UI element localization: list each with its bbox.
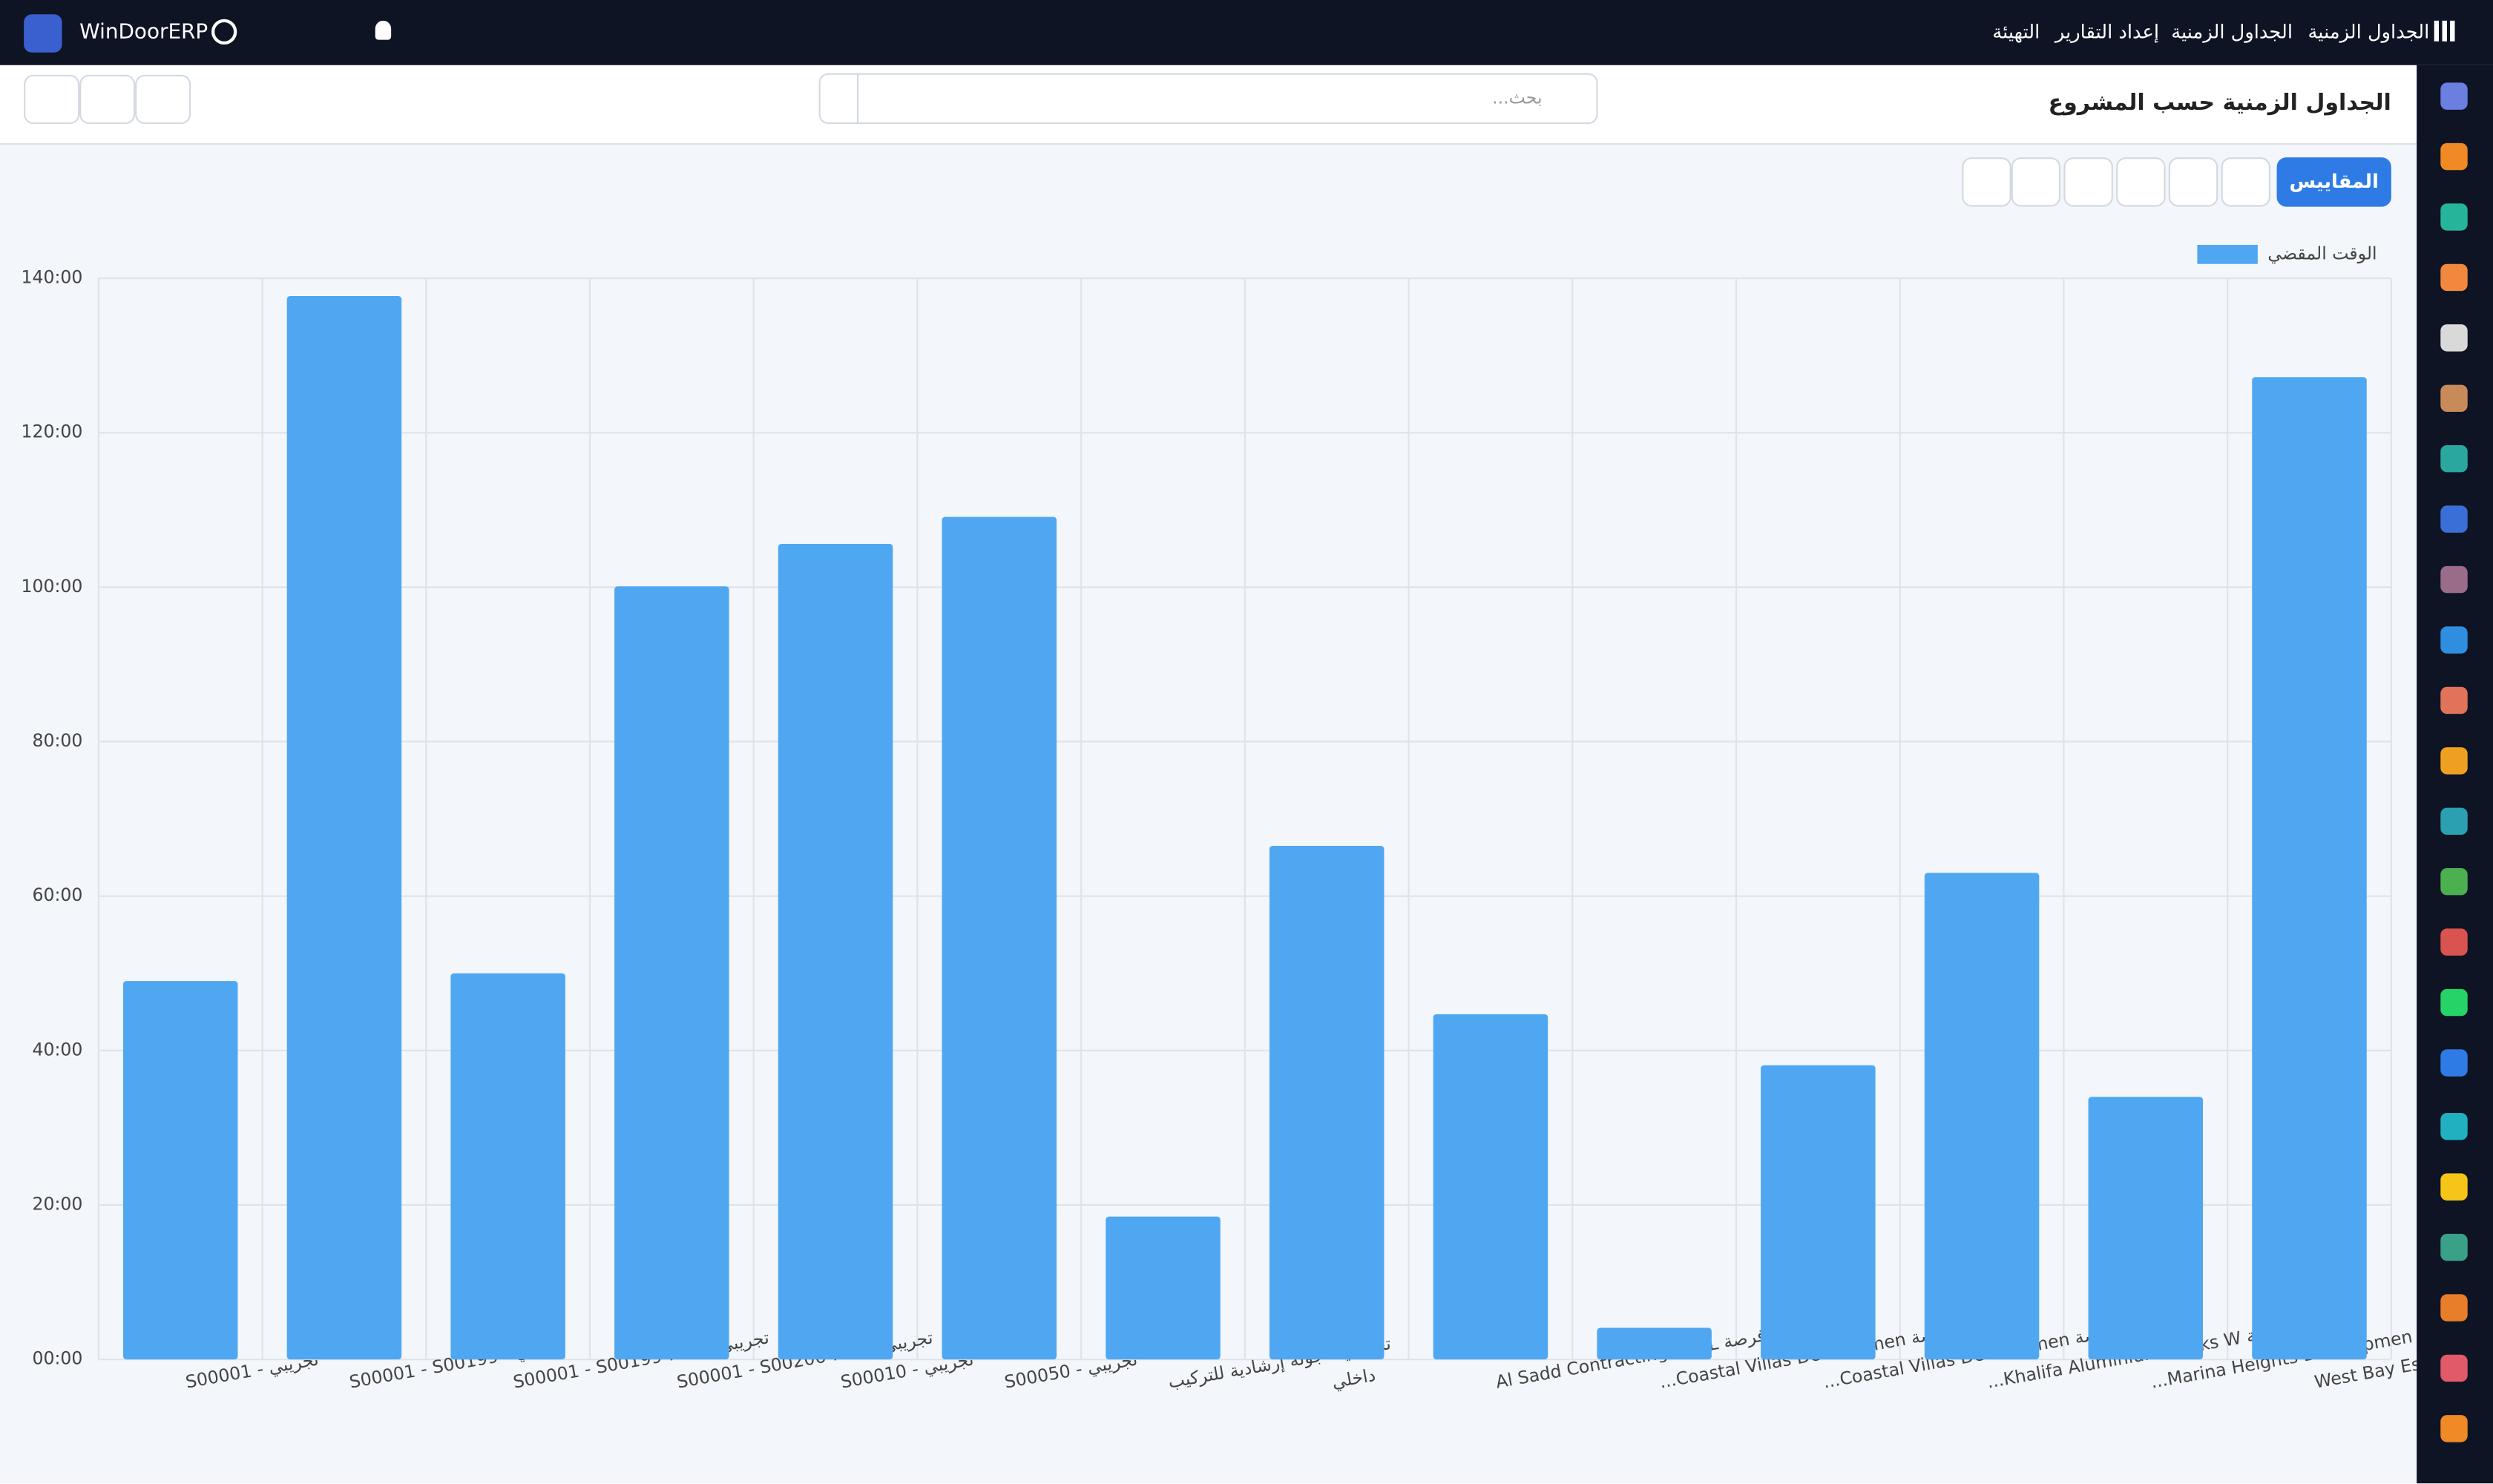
app-icon[interactable] xyxy=(2440,324,2468,352)
app-icon[interactable] xyxy=(2440,445,2468,473)
bar xyxy=(1924,873,2040,1360)
app-icon[interactable] xyxy=(2440,868,2468,896)
app-icon[interactable] xyxy=(2440,505,2468,533)
search-placeholder: بحث... xyxy=(1492,87,1543,108)
bar xyxy=(614,586,729,1360)
legend-swatch xyxy=(2197,245,2258,264)
app-icon[interactable] xyxy=(2440,747,2468,775)
bar xyxy=(122,981,238,1360)
y-tick-label: 60:00 xyxy=(33,884,83,905)
pie-chart-button[interactable] xyxy=(2116,157,2166,207)
page-title: الجداول الزمنية حسب المشروع xyxy=(2048,91,2391,116)
y-tick-label: 20:00 xyxy=(33,1193,83,1214)
y-tick-label: 00:00 xyxy=(33,1348,83,1369)
app-icon[interactable] xyxy=(2440,1294,2468,1322)
app-icon[interactable] xyxy=(2440,1233,2468,1261)
x-tick-label: داخلي xyxy=(1330,1365,1377,1393)
app-icon[interactable] xyxy=(2440,928,2468,956)
bar xyxy=(286,295,402,1360)
y-tick-label: 100:00 xyxy=(22,576,83,597)
bar xyxy=(942,516,1057,1360)
sort-desc-button[interactable] xyxy=(2011,157,2061,207)
navbar: WinDoorERP الجداول الزمنية الجداول الزمن… xyxy=(0,0,2493,65)
control-panel: بحث... الجداول الزمنية حسب المشروع xyxy=(0,65,2417,145)
logo[interactable] xyxy=(24,14,62,53)
app-icon[interactable] xyxy=(2440,686,2468,715)
line-chart-button[interactable] xyxy=(2168,157,2218,207)
measures-button[interactable]: المقاييس xyxy=(2276,157,2391,207)
apps-icon[interactable] xyxy=(2434,20,2455,42)
icon[interactable] xyxy=(211,19,237,45)
search-dropdown[interactable] xyxy=(821,74,859,122)
legend-label: الوقت المقضي xyxy=(2267,243,2377,263)
bar-chart-button[interactable] xyxy=(2221,157,2270,207)
app-icon[interactable] xyxy=(2440,988,2468,1017)
sort-asc-button[interactable] xyxy=(1962,157,2011,207)
graph-view[interactable] xyxy=(79,74,136,125)
app-icon[interactable] xyxy=(2440,1354,2468,1382)
app-icon[interactable] xyxy=(2440,384,2468,412)
app-icon[interactable] xyxy=(2440,203,2468,231)
y-tick-label: 140:00 xyxy=(22,266,83,287)
search-box[interactable]: بحث... xyxy=(818,73,1598,125)
bar xyxy=(450,973,565,1360)
menu-item[interactable]: التهيئة xyxy=(1992,20,2040,43)
app-icon[interactable] xyxy=(2440,1173,2468,1201)
bar xyxy=(778,544,893,1360)
chart: الوقت المقضي 00:00 20:00 40:00 60:00 80:00 10… xyxy=(22,243,2417,1393)
app-icon[interactable] xyxy=(2440,1415,2468,1442)
app-icon[interactable] xyxy=(2440,263,2468,292)
app-icon[interactable] xyxy=(2440,626,2468,654)
app-icon[interactable] xyxy=(2440,1113,2468,1140)
bar xyxy=(1269,846,1385,1360)
menu-item[interactable]: الجداول الزمنية xyxy=(2308,20,2430,43)
y-tick-label: 80:00 xyxy=(33,730,83,751)
bar xyxy=(1106,1216,1221,1360)
pivot-view[interactable] xyxy=(135,74,191,125)
bar xyxy=(2252,377,2367,1360)
bell[interactable] xyxy=(375,20,392,40)
bar xyxy=(2088,1097,2204,1360)
y-tick-label: 40:00 xyxy=(33,1039,83,1060)
app-icon[interactable] xyxy=(2440,807,2468,835)
y-tick-label: 120:00 xyxy=(22,421,83,442)
menu-item[interactable]: الجداول الزمنية xyxy=(2171,20,2293,43)
stack-button[interactable] xyxy=(2063,157,2113,207)
app-icon[interactable] xyxy=(2440,1049,2468,1077)
app-icon[interactable] xyxy=(2440,82,2468,110)
bar xyxy=(1597,1327,1712,1360)
bar xyxy=(1433,1014,1548,1360)
list-view[interactable] xyxy=(24,74,80,125)
app-icon[interactable] xyxy=(2440,565,2468,594)
brand[interactable]: WinDoorERP xyxy=(79,20,208,45)
app-icon[interactable] xyxy=(2440,142,2468,171)
menu-item[interactable]: إعداد التقارير xyxy=(2054,20,2159,43)
bar xyxy=(1761,1065,1876,1360)
